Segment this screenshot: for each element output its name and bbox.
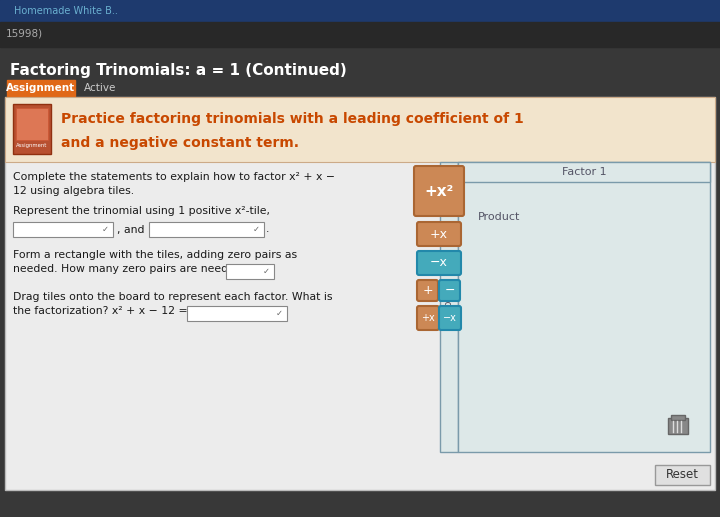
Bar [187, 306, 287, 321]
Text: ✓: ✓ [253, 225, 260, 234]
Text: Assignment: Assignment [6, 83, 76, 93]
Bar [5, 97, 715, 162]
Bar [458, 162, 710, 182]
Text: 12 using algebra tiles.: 12 using algebra tiles. [13, 186, 134, 196]
Bar [16, 108, 48, 140]
Bar [440, 162, 458, 452]
Bar [0, 22, 720, 47]
Text: Drag tiles onto the board to represent each factor. What is: Drag tiles onto the board to represent e… [13, 292, 333, 302]
Bar [5, 97, 715, 490]
Text: the factorization? x² + x − 12 =: the factorization? x² + x − 12 = [13, 306, 188, 316]
Text: Active: Active [84, 83, 117, 93]
Text: and a negative constant term.: and a negative constant term. [61, 136, 299, 150]
FancyBboxPatch shape [417, 251, 461, 275]
Text: .: . [266, 224, 269, 235]
Text: Form a rectangle with the tiles, adding zero pairs as: Form a rectangle with the tiles, adding … [13, 250, 297, 260]
Text: +x: +x [421, 313, 435, 323]
Bar [226, 264, 274, 279]
Text: −x: −x [443, 313, 457, 323]
FancyBboxPatch shape [417, 306, 439, 330]
FancyBboxPatch shape [417, 280, 438, 301]
Text: Practice factoring trinomials with a leading coefficient of 1: Practice factoring trinomials with a lea… [61, 112, 523, 126]
Text: +x²: +x² [424, 184, 454, 199]
Text: Factor 2: Factor 2 [444, 286, 454, 328]
FancyBboxPatch shape [414, 166, 464, 216]
FancyBboxPatch shape [439, 280, 460, 301]
Text: −: − [444, 284, 455, 297]
Text: Homemade White B..: Homemade White B.. [14, 6, 118, 16]
Text: Complete the statements to explain how to factor x² + x −: Complete the statements to explain how t… [13, 172, 335, 182]
Text: Represent the trinomial using 1 positive x²-tile,: Represent the trinomial using 1 positive… [13, 206, 270, 216]
Text: +: + [422, 284, 433, 297]
Text: +x: +x [430, 227, 448, 240]
Bar [655, 465, 710, 485]
Text: −x: −x [430, 256, 448, 269]
Bar [13, 222, 113, 237]
Bar [671, 415, 685, 420]
Text: Factoring Trinomials: a = 1 (Continued): Factoring Trinomials: a = 1 (Continued) [10, 63, 347, 78]
Text: Factor 1: Factor 1 [562, 167, 606, 177]
Text: ✓: ✓ [102, 225, 109, 234]
Text: needed. How many zero pairs are needed?: needed. How many zero pairs are needed? [13, 264, 248, 274]
Bar [7, 80, 75, 96]
Text: 15998): 15998) [6, 29, 43, 39]
Bar [149, 222, 264, 237]
Bar [668, 418, 688, 434]
Bar [0, 0, 720, 22]
Text: Product: Product [478, 212, 521, 222]
Bar [13, 104, 51, 154]
Text: , and: , and [117, 224, 145, 235]
Text: ✓: ✓ [276, 309, 283, 318]
Bar [458, 162, 710, 452]
Text: Assignment: Assignment [17, 144, 48, 148]
FancyBboxPatch shape [439, 306, 461, 330]
Text: Reset: Reset [666, 468, 699, 481]
Text: ✓: ✓ [263, 267, 270, 276]
FancyBboxPatch shape [417, 222, 461, 246]
